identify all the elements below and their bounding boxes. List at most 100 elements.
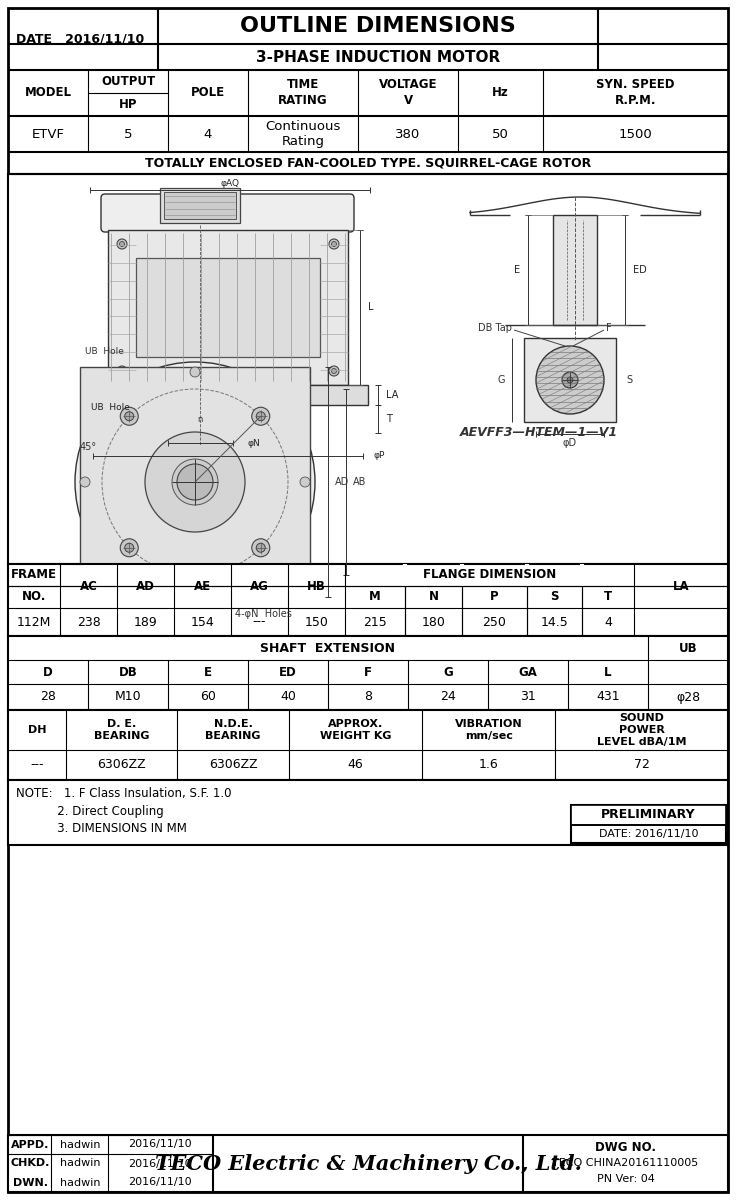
Text: AD: AD (136, 580, 155, 593)
Text: ETVF: ETVF (32, 127, 65, 140)
Text: APPROX.
WEIGHT KG: APPROX. WEIGHT KG (319, 719, 391, 742)
Text: F: F (364, 666, 372, 678)
Circle shape (124, 544, 134, 552)
Circle shape (256, 544, 265, 552)
Bar (136, 258, 320, 358)
Bar (160, 188, 240, 223)
Text: UB  Hole: UB Hole (85, 348, 124, 356)
Text: 1500: 1500 (619, 127, 652, 140)
Text: POLE: POLE (191, 86, 225, 100)
Text: M10: M10 (115, 690, 141, 703)
Text: AE: AE (194, 580, 211, 593)
Text: 14.5: 14.5 (541, 616, 568, 629)
Bar (88, 385, 368, 404)
Text: FLANGE DIMENSION: FLANGE DIMENSION (423, 569, 556, 582)
Circle shape (300, 476, 310, 487)
Circle shape (252, 539, 270, 557)
Circle shape (256, 412, 265, 421)
Bar (524, 338, 616, 422)
Circle shape (331, 368, 336, 373)
Text: AEVFF3—HTEM—1—V1: AEVFF3—HTEM—1—V1 (460, 426, 618, 438)
Circle shape (190, 367, 200, 377)
Text: 2016/11/10: 2016/11/10 (128, 1158, 192, 1169)
Text: 45°: 45° (80, 442, 97, 452)
Bar (8, 564, 728, 636)
Text: Continuous
Rating: Continuous Rating (265, 120, 341, 149)
Text: 2. Direct Coupling: 2. Direct Coupling (16, 804, 163, 817)
Text: P: P (490, 590, 499, 604)
Text: hadwin: hadwin (60, 1177, 100, 1188)
Text: φP: φP (373, 451, 384, 461)
Text: D. E.
BEARING: D. E. BEARING (93, 719, 149, 742)
Text: TIME
RATING: TIME RATING (278, 78, 328, 108)
Text: φD: φD (563, 438, 577, 448)
Circle shape (120, 539, 138, 557)
Text: S: S (551, 590, 559, 604)
Text: UB  Hole: UB Hole (91, 403, 130, 413)
Text: ED: ED (633, 265, 647, 275)
Text: 5: 5 (124, 127, 132, 140)
Circle shape (177, 464, 213, 500)
Text: LA: LA (673, 580, 690, 593)
Text: SOUND
POWER
LEVEL dBA/1M: SOUND POWER LEVEL dBA/1M (597, 713, 687, 748)
Text: SHAFT  EXTENSION: SHAFT EXTENSION (261, 642, 395, 654)
Bar (571, 805, 726, 842)
Text: LA: LA (386, 390, 398, 400)
Circle shape (172, 458, 218, 505)
Text: L: L (368, 302, 373, 312)
Circle shape (119, 241, 124, 246)
Text: E: E (514, 265, 520, 275)
Text: 150: 150 (305, 616, 328, 629)
Circle shape (120, 407, 138, 425)
Text: φAQ: φAQ (221, 179, 239, 187)
Text: M: M (369, 590, 381, 604)
Text: D: D (43, 666, 53, 678)
Circle shape (119, 368, 124, 373)
Text: TECO Electric & Machinery Co., Ltd.: TECO Electric & Machinery Co., Ltd. (155, 1153, 581, 1174)
Text: TOTALLY ENCLOSED FAN-COOLED TYPE. SQUIRREL-CAGE ROTOR: TOTALLY ENCLOSED FAN-COOLED TYPE. SQUIRR… (145, 156, 591, 169)
Text: 40: 40 (280, 690, 296, 703)
Circle shape (567, 377, 573, 383)
FancyBboxPatch shape (101, 194, 354, 232)
Text: CHKD.: CHKD. (10, 1158, 50, 1169)
Text: 431: 431 (596, 690, 620, 703)
Text: 189: 189 (134, 616, 158, 629)
Text: 2016/11/10: 2016/11/10 (128, 1140, 192, 1150)
Text: APPD.: APPD. (11, 1140, 49, 1150)
Circle shape (75, 362, 315, 602)
Text: ED: ED (279, 666, 297, 678)
Text: N: N (428, 590, 439, 604)
Text: ---: --- (30, 758, 43, 772)
Text: DWN.: DWN. (13, 1177, 48, 1188)
Text: 31: 31 (520, 690, 536, 703)
Text: S: S (626, 374, 632, 385)
Text: VIBRATION
mm/sec: VIBRATION mm/sec (455, 719, 523, 742)
Text: 46: 46 (347, 758, 364, 772)
Text: AC: AC (79, 580, 97, 593)
Text: ---: --- (252, 616, 266, 629)
Bar (173, 404, 228, 433)
Text: NO.: NO. (22, 590, 46, 604)
Text: MODEL: MODEL (24, 86, 71, 100)
Text: L: L (604, 666, 612, 678)
Bar (80, 367, 310, 596)
Circle shape (536, 346, 604, 414)
Text: FRAME: FRAME (11, 569, 57, 582)
Text: 180: 180 (422, 616, 445, 629)
Bar (8, 710, 728, 780)
Text: PRELIMINARY: PRELIMINARY (601, 809, 696, 822)
Text: n: n (197, 414, 202, 424)
Circle shape (117, 366, 127, 376)
Text: DB Tap: DB Tap (478, 323, 512, 332)
Bar (553, 215, 597, 325)
Text: φ28: φ28 (676, 690, 700, 703)
Text: 8: 8 (364, 690, 372, 703)
Circle shape (331, 241, 336, 246)
Text: hadwin: hadwin (60, 1158, 100, 1169)
Text: 4: 4 (204, 127, 212, 140)
Text: 154: 154 (191, 616, 214, 629)
Text: 250: 250 (483, 616, 506, 629)
Circle shape (145, 432, 245, 532)
Text: AD: AD (335, 476, 350, 487)
Bar (571, 805, 726, 826)
